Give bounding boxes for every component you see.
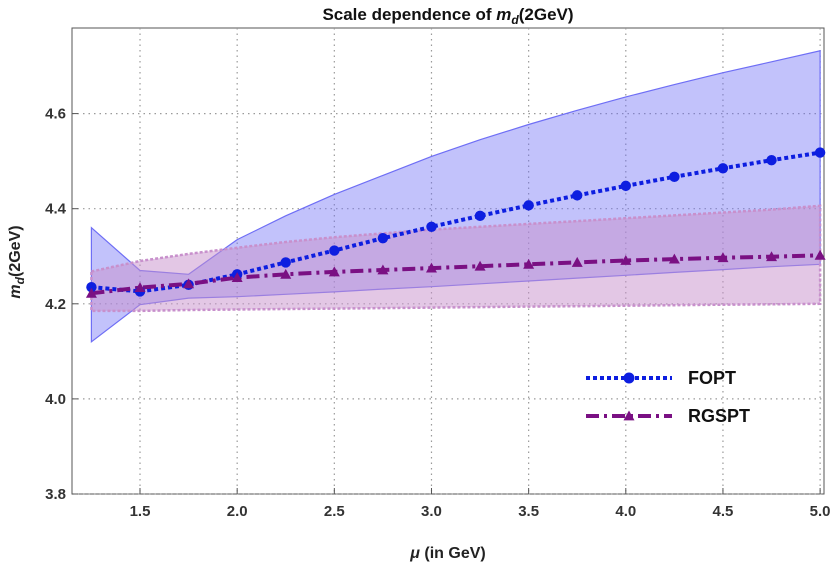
chart-title: Scale dependence of md(2GeV) — [322, 5, 573, 27]
marker-rgspt-7 — [425, 262, 437, 273]
legend-label-fopt: FOPT — [688, 368, 736, 388]
y-axis-title-rest: (2GeV) — [7, 225, 24, 277]
marker-rgspt-6 — [377, 264, 389, 275]
marker-rgspt-1 — [134, 282, 146, 293]
marker-rgspt-0 — [85, 287, 97, 298]
x-tick-label-4: 3.5 — [518, 503, 539, 520]
y-tick-label-1: 4.0 — [45, 391, 66, 408]
y-axis-title: md(2GeV) — [7, 225, 27, 298]
marker-fopt-14 — [766, 154, 777, 166]
chart-title-prefix: Scale dependence of — [322, 5, 496, 24]
marker-fopt-10 — [572, 190, 583, 201]
y-axis-title-var: m — [7, 284, 24, 298]
marker-fopt-0 — [86, 281, 97, 293]
x-axis-title-var: μ — [409, 545, 420, 562]
marker-rgspt-2 — [183, 278, 195, 289]
marker-fopt-9 — [523, 200, 534, 211]
x-tick-label-1: 2.0 — [227, 503, 248, 520]
marker-rgspt-13 — [717, 252, 729, 263]
series-lines — [91, 150, 821, 296]
axis-ticks: 1.5 2.0 2.5 3.0 3.5 4.0 4.5 5.0 3.8 4.0 4.2 4.4 4.6 — [45, 106, 830, 520]
x-tick-label-2: 2.5 — [324, 503, 345, 520]
x-tick-label-6: 4.5 — [713, 503, 734, 520]
marker-rgspt-11 — [620, 255, 632, 265]
marker-fopt-13 — [717, 163, 729, 174]
marker-rgspt-4 — [280, 268, 292, 279]
marker-rgspt-12 — [668, 253, 680, 264]
uncertainty-bands — [90, 50, 822, 344]
marker-rgspt-10 — [571, 256, 583, 267]
chart-title-suffix: (2GeV) — [519, 5, 574, 24]
chart-title-var: m — [496, 5, 511, 24]
plot-frame — [71, 27, 825, 495]
y-tick-label-4: 4.6 — [45, 106, 66, 123]
legend: FOPT RGSPT — [586, 368, 750, 426]
x-tick-label-5: 4.0 — [615, 503, 636, 520]
marker-fopt-7 — [426, 221, 437, 232]
legend-marker-fopt — [623, 372, 635, 384]
band-rgspt — [90, 204, 822, 313]
plot-border — [71, 27, 825, 495]
marker-fopt-12 — [669, 171, 680, 183]
x-tick-label-0: 1.5 — [130, 503, 151, 520]
marker-rgspt-15 — [814, 249, 826, 260]
y-tick-label-2: 4.2 — [45, 296, 66, 313]
x-axis-title-rest: (in GeV) — [420, 545, 486, 562]
x-axis-title: μ (in GeV) — [409, 545, 485, 562]
marker-fopt-5 — [329, 245, 340, 256]
marker-fopt-6 — [377, 232, 389, 244]
x-tick-label-7: 5.0 — [810, 503, 830, 520]
legend-marker-rgspt — [623, 410, 635, 421]
marker-fopt-8 — [474, 210, 486, 222]
series-markers — [85, 147, 826, 298]
marker-rgspt-14 — [766, 251, 778, 262]
marker-rgspt-9 — [523, 258, 535, 269]
y-tick-label-0: 3.8 — [45, 486, 66, 503]
x-tick-label-3: 3.0 — [421, 503, 442, 520]
marker-rgspt-5 — [328, 266, 340, 277]
legend-label-rgspt: RGSPT — [688, 406, 750, 426]
chart-title-sub: d — [511, 13, 519, 27]
marker-fopt-4 — [280, 257, 291, 268]
y-tick-label-3: 4.4 — [45, 201, 67, 218]
marker-fopt-15 — [814, 147, 826, 158]
y-axis-title-sub: d — [13, 276, 27, 284]
marker-rgspt-8 — [474, 260, 486, 271]
marker-fopt-11 — [620, 180, 631, 192]
line-rgspt — [91, 253, 821, 296]
marker-rgspt-3 — [231, 272, 243, 283]
